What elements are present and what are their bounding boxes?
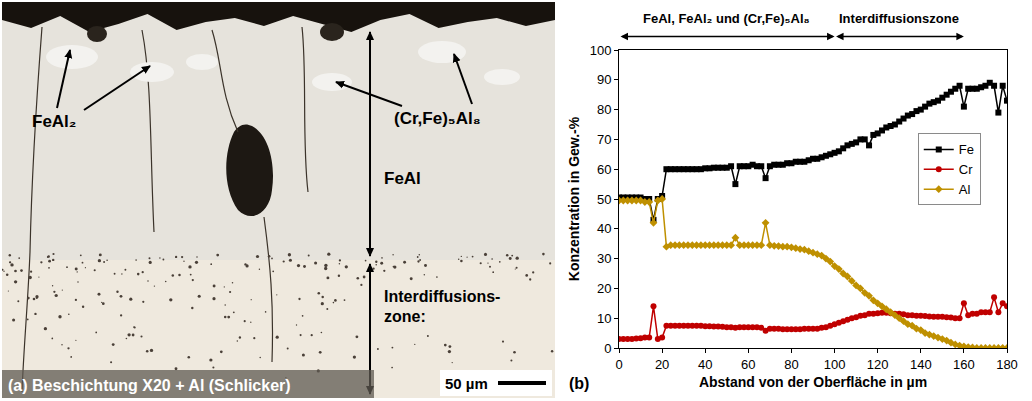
svg-text:80: 80 bbox=[597, 102, 611, 117]
svg-text:zone:: zone: bbox=[384, 308, 426, 325]
svg-text:Interdiffusions-: Interdiffusions- bbox=[384, 288, 500, 305]
svg-text:Cr: Cr bbox=[959, 162, 973, 177]
svg-text:20: 20 bbox=[597, 281, 611, 296]
svg-text:80: 80 bbox=[784, 357, 798, 372]
svg-text:0: 0 bbox=[615, 357, 622, 372]
svg-text:10: 10 bbox=[597, 311, 611, 326]
svg-text:Konzentration in Gew.-%: Konzentration in Gew.-% bbox=[566, 116, 582, 281]
svg-text:0: 0 bbox=[604, 341, 611, 356]
svg-text:FeAl: FeAl bbox=[384, 169, 421, 188]
svg-text:90: 90 bbox=[597, 72, 611, 87]
svg-text:Al: Al bbox=[959, 182, 971, 197]
svg-text:FeAl, FeAl₂ und (Cr,Fe)₅Al₈: FeAl, FeAl₂ und (Cr,Fe)₅Al₈ bbox=[643, 11, 810, 26]
svg-text:160: 160 bbox=[953, 357, 975, 372]
svg-text:(b): (b) bbox=[569, 375, 589, 392]
svg-text:180: 180 bbox=[996, 357, 1018, 372]
svg-text:Abstand von der Oberfläche in: Abstand von der Oberfläche in µm bbox=[699, 374, 927, 390]
svg-text:(Cr,Fe)₅Al₈: (Cr,Fe)₅Al₈ bbox=[394, 109, 481, 128]
svg-text:(a) Beschichtung X20 + Al (Sch: (a) Beschichtung X20 + Al (Schlicker) bbox=[8, 377, 291, 394]
svg-text:100: 100 bbox=[590, 43, 612, 58]
svg-text:70: 70 bbox=[597, 132, 611, 147]
svg-text:40: 40 bbox=[698, 357, 712, 372]
svg-text:50: 50 bbox=[597, 192, 611, 207]
svg-text:100: 100 bbox=[824, 357, 846, 372]
svg-text:30: 30 bbox=[597, 251, 611, 266]
svg-text:60: 60 bbox=[597, 162, 611, 177]
svg-text:FeAl₂: FeAl₂ bbox=[32, 112, 76, 131]
svg-text:60: 60 bbox=[741, 357, 755, 372]
svg-text:Fe: Fe bbox=[959, 142, 974, 157]
svg-text:140: 140 bbox=[910, 357, 932, 372]
svg-text:20: 20 bbox=[655, 357, 669, 372]
svg-text:Interdiffusionszone: Interdiffusionszone bbox=[839, 11, 959, 26]
svg-text:50 µm: 50 µm bbox=[445, 375, 488, 392]
svg-text:120: 120 bbox=[867, 357, 889, 372]
svg-text:40: 40 bbox=[597, 221, 611, 236]
